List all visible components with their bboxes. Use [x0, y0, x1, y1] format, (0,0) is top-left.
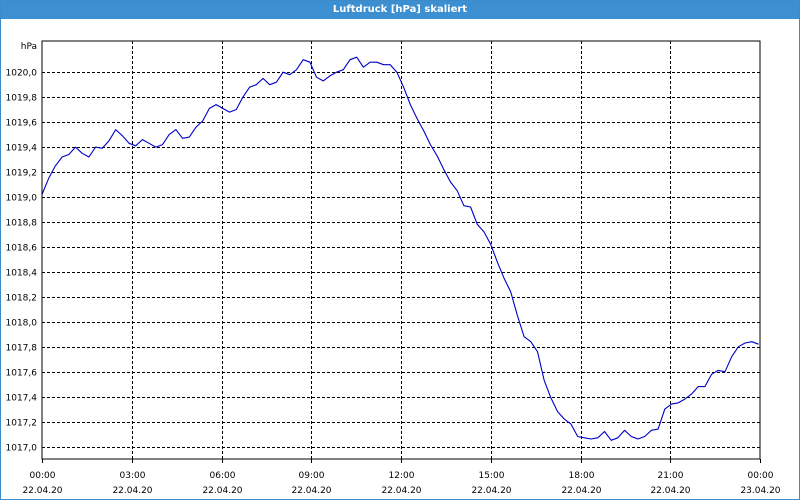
y-tick-label: 1019,8 — [6, 94, 38, 104]
x-tick-date-label: 22.04.20 — [22, 486, 62, 496]
x-tick-date-label: 22.04.20 — [291, 486, 331, 496]
x-tick-time-label: 03:00 — [120, 471, 146, 481]
y-tick-label: 1017,6 — [6, 369, 38, 379]
y-tick-label: 1017,4 — [6, 394, 38, 404]
y-tick-label: 1019,6 — [6, 119, 38, 129]
x-tick-time-label: 06:00 — [210, 471, 236, 481]
y-tick-label: 1018,6 — [6, 244, 38, 254]
y-axis-unit-label: hPa — [21, 42, 37, 52]
x-tick-date-label: 23.04.20 — [740, 486, 780, 496]
grid-layer — [42, 41, 760, 459]
x-tick-time-label: 00:00 — [30, 471, 56, 481]
y-tick-label: 1018,4 — [6, 269, 38, 279]
x-tick-date-label: 22.04.20 — [202, 486, 242, 496]
y-tick-label: 1019,2 — [6, 169, 38, 179]
y-tick-label: 1019,0 — [6, 194, 38, 204]
x-tick-time-label: 21:00 — [658, 471, 684, 481]
x-axis: 00:00 22.04.20 03:00 22.04.20 06:00 22.04.20 0… — [22, 459, 781, 496]
x-tick-date-label: 22.04.20 — [381, 486, 421, 496]
y-tick-label: 1018,0 — [6, 319, 38, 329]
series-line-0 — [41, 56, 759, 441]
x-tick-time-label: 09:00 — [299, 471, 325, 481]
x-tick-time-label: 15:00 — [479, 471, 505, 481]
plot-frame — [41, 40, 761, 460]
x-tick-date-label: 22.04.20 — [112, 486, 152, 496]
x-tick-time-label: 12:00 — [389, 471, 415, 481]
x-tick-date-label: 22.04.20 — [650, 486, 690, 496]
x-tick-date-label: 22.04.20 — [471, 486, 511, 496]
x-tick-time-label: 00:00 — [748, 471, 774, 481]
y-tick-label: 1019,4 — [6, 144, 38, 154]
x-tick-time-label: 18:00 — [569, 471, 595, 481]
y-axis: 1017,0 1017,2 1017,4 1017,6 1017,8 1018,0 1018… — [6, 69, 38, 454]
y-tick-label: 1018,8 — [6, 219, 38, 229]
y-tick-label: 1017,0 — [6, 444, 38, 454]
y-tick-label: 1020,0 — [6, 69, 38, 79]
y-tick-label: 1018,2 — [6, 294, 38, 304]
y-tick-label: 1017,2 — [6, 419, 38, 429]
series-layer — [41, 56, 759, 441]
y-tick-label: 1017,8 — [6, 344, 38, 354]
x-tick-date-label: 22.04.20 — [561, 486, 601, 496]
chart-title: Luftdruck [hPa] skaliert — [1, 1, 799, 19]
